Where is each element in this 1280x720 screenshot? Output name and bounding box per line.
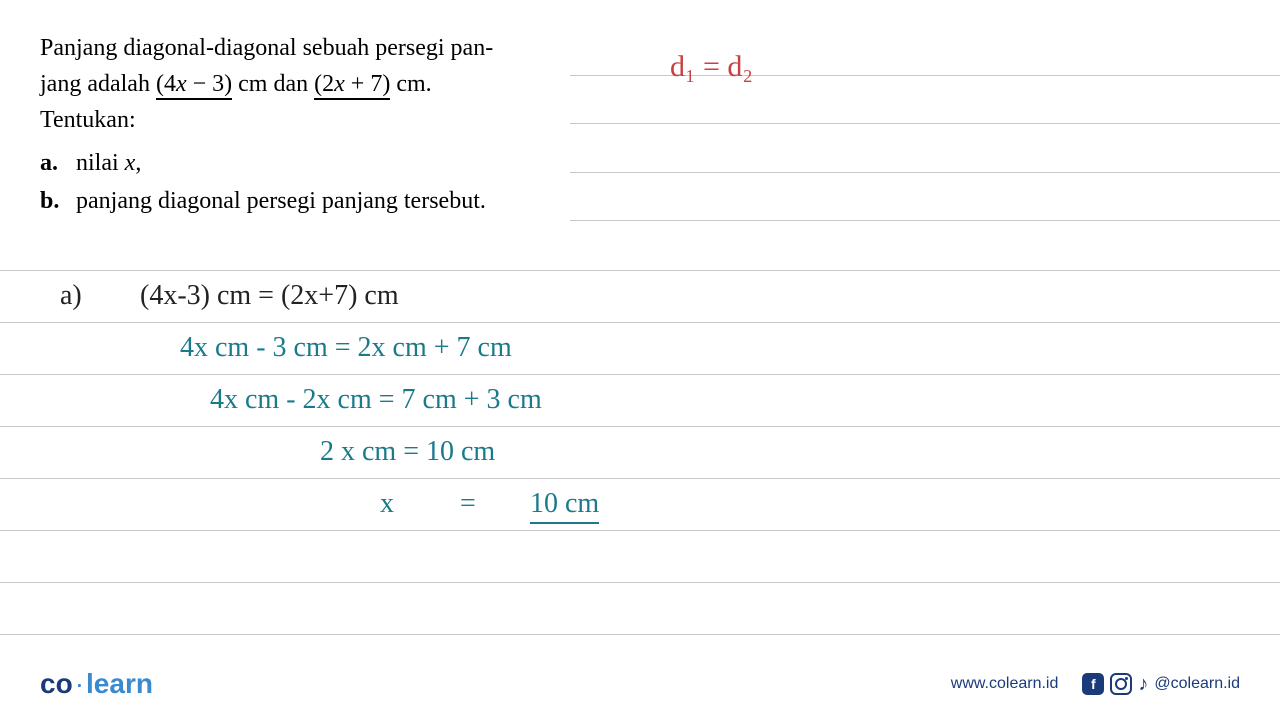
ruled-line	[0, 530, 1280, 531]
problem-line2-post: cm.	[390, 71, 431, 97]
ruled-line	[0, 478, 1280, 479]
problem-line2-mid: cm dan	[232, 71, 314, 97]
social-handle: @colearn.id	[1154, 675, 1240, 693]
instagram-icon	[1110, 673, 1132, 695]
website-text: www.colearn.id	[951, 675, 1059, 693]
problem-line3: Tentukan:	[40, 107, 136, 133]
ruled-line	[0, 270, 1280, 271]
handwriting-step4-right: 10 cm	[530, 488, 599, 524]
problem-line2-pre: jang adalah	[40, 71, 156, 97]
handwriting-step4-eq: =	[460, 488, 476, 520]
question-a-text: nilai x,	[76, 144, 141, 182]
handwriting-step3: 2 x cm = 10 cm	[320, 436, 495, 468]
question-b: b. panjang diagonal persegi panjang ters…	[40, 182, 1240, 220]
ruled-line	[0, 426, 1280, 427]
handwriting-step1: 4x cm - 3 cm = 2x cm + 7 cm	[180, 332, 512, 364]
expression-2: (2x + 7)	[314, 71, 390, 100]
social-group: f ♪ @colearn.id	[1082, 673, 1240, 696]
logo-dot: ·	[73, 668, 86, 699]
handwriting-red-note: d₁ = d₂	[670, 50, 753, 84]
logo-learn: learn	[86, 668, 153, 699]
question-b-label: b.	[40, 182, 76, 220]
footer-right: www.colearn.id f ♪ @colearn.id	[951, 673, 1240, 696]
logo-co: co	[40, 668, 73, 699]
handwriting-a-equation: (4x-3) cm = (2x+7) cm	[140, 280, 399, 312]
question-a: a. nilai x,	[40, 144, 1240, 182]
facebook-icon: f	[1082, 673, 1104, 695]
expression-1: (4x − 3)	[156, 71, 232, 100]
logo: co·learn	[40, 668, 153, 700]
ruled-line	[0, 322, 1280, 323]
footer: co·learn www.colearn.id f ♪ @colearn.id	[0, 668, 1280, 700]
ruled-line	[0, 582, 1280, 583]
question-list: a. nilai x, b. panjang diagonal persegi …	[40, 144, 1240, 221]
tiktok-icon: ♪	[1138, 673, 1148, 696]
ruled-line	[0, 374, 1280, 375]
handwriting-step2: 4x cm - 2x cm = 7 cm + 3 cm	[210, 384, 542, 416]
problem-line1: Panjang diagonal-diagonal sebuah persegi…	[40, 35, 493, 61]
content-area: Panjang diagonal-diagonal sebuah persegi…	[0, 0, 1280, 221]
question-b-text: panjang diagonal persegi panjang tersebu…	[76, 182, 486, 220]
ruled-line	[0, 634, 1280, 635]
problem-statement: Panjang diagonal-diagonal sebuah persegi…	[40, 30, 570, 138]
handwriting-a-label: a)	[60, 280, 82, 312]
handwriting-step4-left: x	[380, 488, 394, 520]
question-a-label: a.	[40, 144, 76, 182]
